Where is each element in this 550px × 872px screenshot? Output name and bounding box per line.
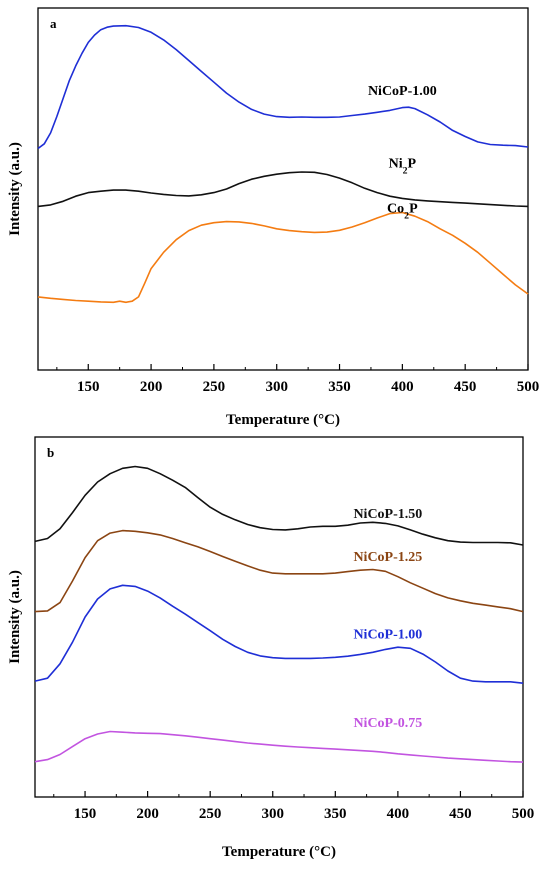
x-tick-label-b-350: 350 (324, 806, 347, 822)
series-label-b-3: NiCoP-0.75 (353, 716, 422, 731)
x-tick-label-a-400: 400 (391, 379, 414, 395)
series-label-a-0: NiCoP-1.00 (368, 84, 437, 99)
y-axis-label-a: Intensity (a.u.) (7, 142, 23, 236)
y-axis-label-b: Intensity (a.u.) (7, 570, 23, 664)
x-tick-label-b-500: 500 (512, 806, 535, 822)
x-tick-label-b-300: 300 (261, 806, 284, 822)
series-label-b-1: NiCoP-1.25 (353, 550, 422, 565)
x-tick-label-b-250: 250 (199, 806, 222, 822)
series-line-b-0 (34, 465, 524, 546)
series-label-a-2: Co2P (387, 202, 418, 222)
series-line-a-0 (37, 24, 529, 150)
panel-label-b: b (47, 445, 54, 460)
x-tick-label-b-450: 450 (449, 806, 472, 822)
panel-label-a: a (50, 16, 57, 31)
series-label-a-1: Ni2P (389, 156, 417, 176)
plot-frame-b (34, 436, 524, 798)
x-axis-label-b: Temperature (°C) (222, 844, 336, 860)
series-line-b-3 (34, 730, 524, 763)
x-tick-label-a-450: 450 (454, 379, 477, 395)
series-label-b-0: NiCoP-1.50 (353, 507, 422, 522)
x-tick-label-a-150: 150 (77, 379, 100, 395)
series-line-b-1 (34, 529, 524, 613)
x-axis-label-a: Temperature (°C) (226, 412, 340, 428)
x-tick-label-b-150: 150 (74, 806, 97, 822)
series-label-b-2: NiCoP-1.00 (353, 628, 422, 643)
series-line-a-1 (37, 171, 529, 208)
x-tick-label-a-200: 200 (140, 379, 163, 395)
series-line-b-2 (34, 584, 524, 684)
x-tick-label-a-350: 350 (328, 379, 351, 395)
x-tick-label-b-400: 400 (387, 806, 410, 822)
plot-frame-a (37, 7, 529, 371)
x-tick-label-a-250: 250 (203, 379, 226, 395)
x-tick-label-b-200: 200 (136, 806, 159, 822)
x-tick-label-a-300: 300 (265, 379, 288, 395)
x-tick-label-a-500: 500 (517, 379, 540, 395)
series-line-a-2 (37, 211, 529, 304)
